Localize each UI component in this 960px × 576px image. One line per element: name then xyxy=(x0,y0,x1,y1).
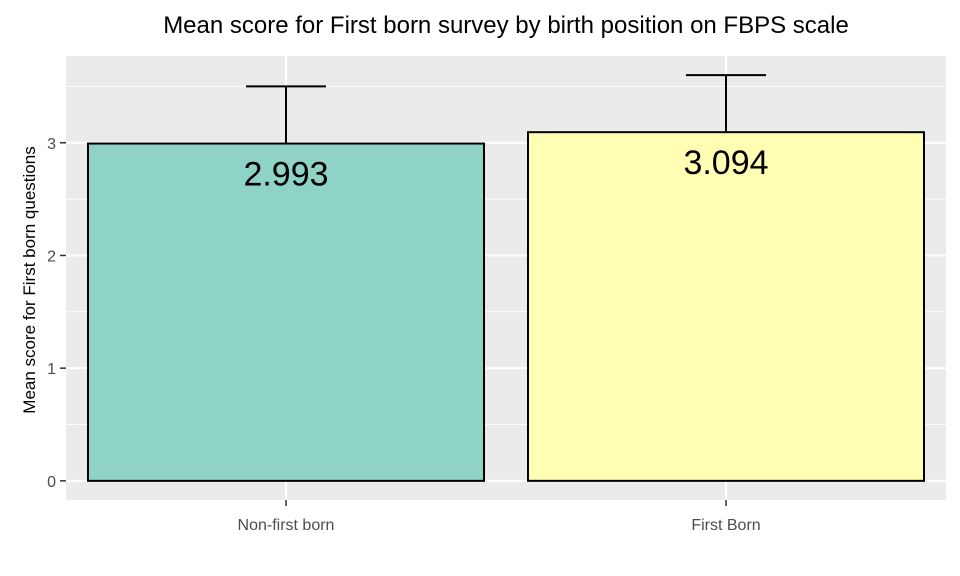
chart-title: Mean score for First born survey by birt… xyxy=(163,12,849,39)
error-bars xyxy=(246,74,766,144)
bar xyxy=(87,142,485,482)
x-tick-label: First Born xyxy=(691,517,760,534)
bar-value-label: 2.993 xyxy=(243,156,328,194)
x-tick-label: Non-first born xyxy=(238,517,335,534)
y-axis: 0 1 2 3 xyxy=(47,136,66,491)
x-axis: Non-first born First Born xyxy=(238,500,761,534)
y-tick-label: 3 xyxy=(47,136,56,153)
y-tick-label: 0 xyxy=(47,474,56,491)
bar-labels: 2.993 3.094 xyxy=(243,144,768,193)
y-tick-label: 2 xyxy=(47,248,56,265)
bar xyxy=(527,131,925,482)
y-tick-label: 1 xyxy=(47,361,56,378)
bars xyxy=(87,131,925,482)
bar-value-label: 3.094 xyxy=(683,144,768,182)
